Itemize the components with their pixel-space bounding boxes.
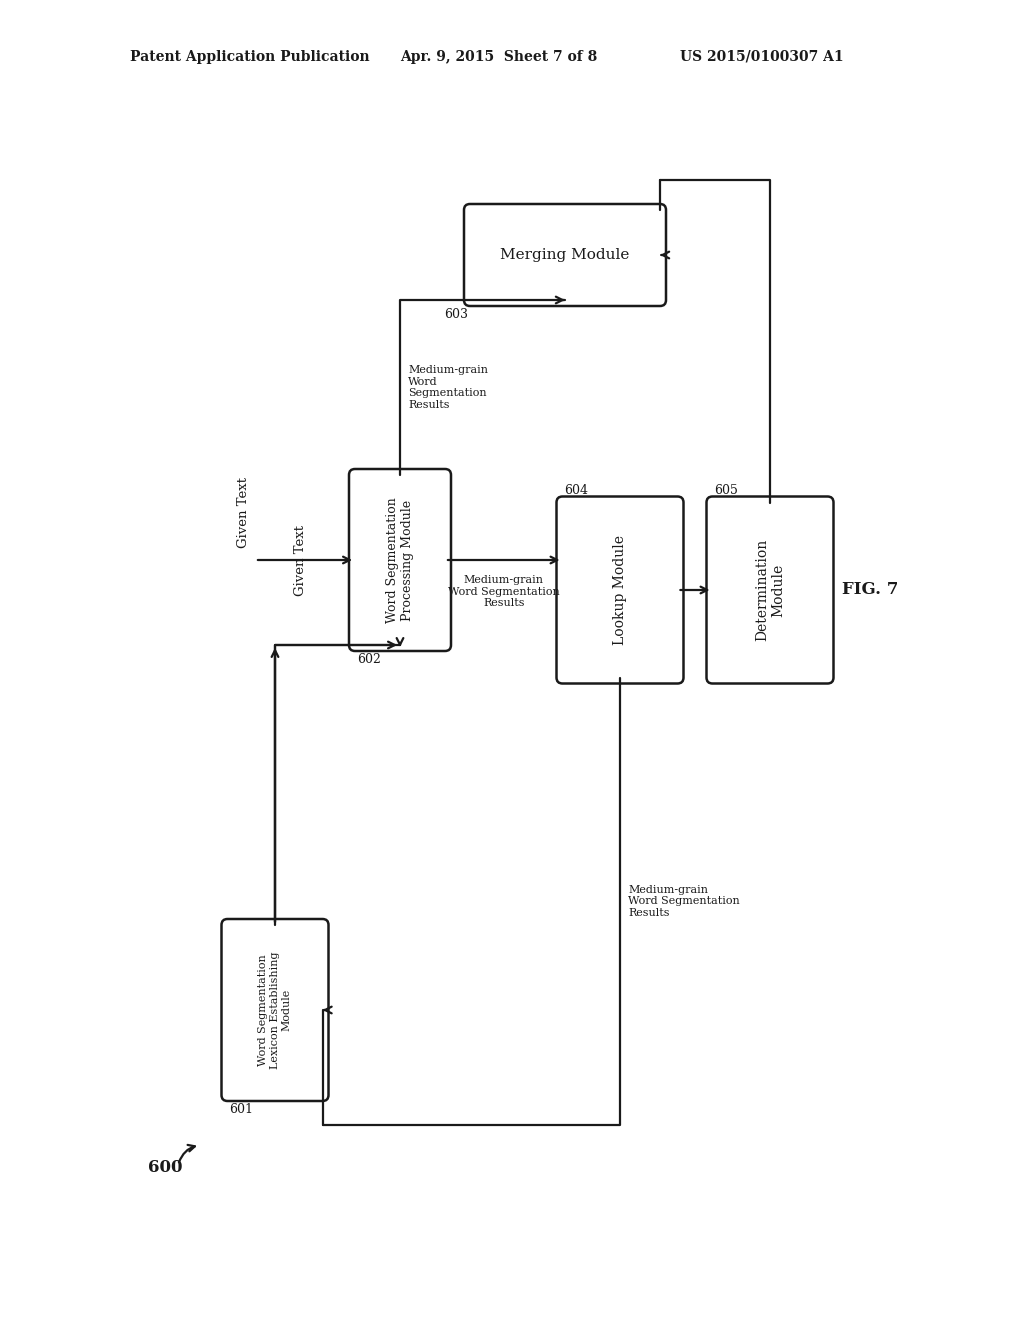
Text: Medium-grain
Word Segmentation
Results: Medium-grain Word Segmentation Results	[628, 884, 739, 917]
FancyBboxPatch shape	[556, 496, 683, 684]
Text: FIG. 7: FIG. 7	[842, 582, 898, 598]
Text: Given Text: Given Text	[294, 524, 306, 595]
Text: Word Segmentation
Lexicon Establishing
Module: Word Segmentation Lexicon Establishing M…	[258, 952, 292, 1069]
Text: 601: 601	[229, 1104, 254, 1115]
Text: Medium-grain
Word
Segmentation
Results: Medium-grain Word Segmentation Results	[408, 366, 488, 411]
FancyBboxPatch shape	[349, 469, 451, 651]
Text: US 2015/0100307 A1: US 2015/0100307 A1	[680, 50, 844, 63]
Text: Merging Module: Merging Module	[501, 248, 630, 261]
Text: Word Segmentation
Processing Module: Word Segmentation Processing Module	[386, 498, 414, 623]
FancyBboxPatch shape	[221, 919, 329, 1101]
Text: Medium-grain
Word Segmentation
Results: Medium-grain Word Segmentation Results	[447, 576, 560, 609]
FancyBboxPatch shape	[464, 205, 666, 306]
Text: Given Text: Given Text	[237, 477, 250, 548]
Text: Determination
Module: Determination Module	[755, 539, 785, 642]
Text: Apr. 9, 2015  Sheet 7 of 8: Apr. 9, 2015 Sheet 7 of 8	[400, 50, 597, 63]
Text: Patent Application Publication: Patent Application Publication	[130, 50, 370, 63]
Text: 603: 603	[444, 308, 468, 321]
Text: 605: 605	[715, 484, 738, 498]
Text: 602: 602	[357, 653, 381, 667]
Text: 604: 604	[564, 484, 589, 498]
FancyBboxPatch shape	[707, 496, 834, 684]
Text: Lookup Module: Lookup Module	[613, 535, 627, 645]
Text: 600: 600	[148, 1159, 182, 1176]
